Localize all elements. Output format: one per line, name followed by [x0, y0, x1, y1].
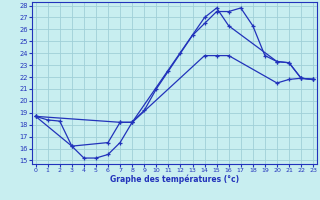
X-axis label: Graphe des températures (°c): Graphe des températures (°c) [110, 175, 239, 184]
